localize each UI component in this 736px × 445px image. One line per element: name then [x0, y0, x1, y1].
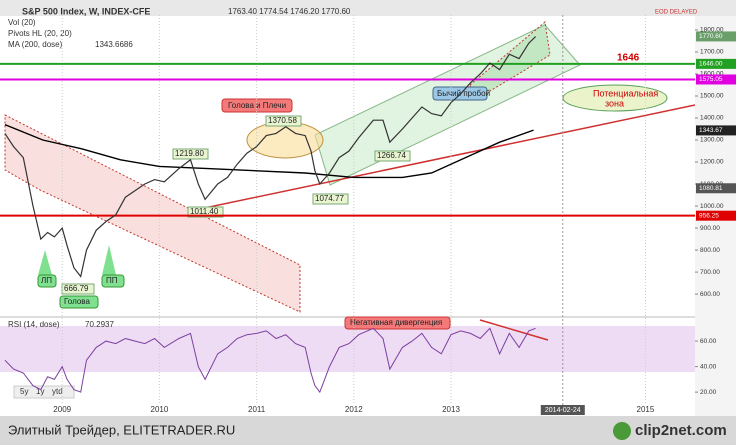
- y-tick-label: 1200.00: [700, 159, 724, 166]
- x-tick-label: 2009: [53, 405, 71, 414]
- y-tick-label: 700.00: [700, 269, 720, 276]
- y-tick-label: 1600.00: [700, 71, 724, 78]
- series-line: [4, 36, 537, 278]
- annotation-box: [312, 193, 349, 205]
- annotation: 666.79: [64, 284, 89, 293]
- status: EOD DELAYED: [655, 10, 698, 16]
- annotation-box: [265, 115, 302, 127]
- price-tag: [696, 58, 736, 69]
- annotation: ЛП: [41, 276, 52, 285]
- x-tick-label: 2015: [637, 405, 655, 414]
- x-tick-label: 2011: [248, 405, 266, 414]
- up-channel: [314, 24, 581, 186]
- y-tick-label: 20.00: [700, 389, 717, 396]
- y-tick-label: 1300.00: [700, 137, 724, 144]
- cursor-label: 2014-02-24: [545, 407, 581, 414]
- toolbar: [0, 0, 736, 16]
- y-tick-label: 600.00: [700, 291, 720, 298]
- price-tag: [696, 210, 736, 221]
- price-tag-label: 1646.00: [699, 61, 723, 68]
- annotation: зона: [605, 98, 624, 108]
- price-tag-label: 1343.67: [699, 127, 723, 134]
- zoom-button[interactable]: 5y: [20, 387, 28, 396]
- annotation-box: [59, 295, 99, 309]
- indicator-label: Vol (20): [8, 18, 36, 27]
- plot-layer: 2009 2010 2011 2012 2013 2015 2014-02-24 1800.0…: [0, 15, 736, 415]
- zoom-button[interactable]: ytd: [52, 387, 63, 396]
- price-tag: [696, 74, 736, 85]
- annotation-box: [172, 148, 209, 160]
- y-tick-label: 1700.00: [700, 49, 724, 56]
- annotation-box: [187, 206, 224, 218]
- annotation-box: [374, 150, 411, 162]
- callout: [38, 250, 52, 275]
- x-tick-label: 2010: [151, 405, 169, 414]
- annotation-box: [344, 316, 451, 330]
- ma-label: MA (200, dose): [8, 40, 63, 49]
- annotation: 1370.58: [268, 116, 297, 125]
- logo: clip2net.com: [635, 422, 727, 439]
- series-line: [4, 327, 536, 394]
- down-channel: [4, 114, 301, 313]
- logo-icon: [613, 422, 631, 440]
- annotation-box: [101, 274, 125, 288]
- ma-value: 1343.6686: [95, 40, 133, 49]
- price-tag-label: 956.25: [699, 212, 719, 219]
- y-tick-label: 1400.00: [700, 115, 724, 122]
- annotation: 1646: [617, 53, 640, 64]
- rsi-label: RSI (14, dose): [8, 320, 60, 329]
- rsi-value: 70.2937: [85, 320, 114, 329]
- annotation: Негативная дивергенция: [350, 318, 442, 327]
- price-tag: [696, 125, 736, 136]
- cursor-box: [540, 405, 585, 415]
- price-tag-label: 1575.05: [699, 76, 723, 83]
- annotation-box: [37, 274, 57, 288]
- callout: [102, 245, 116, 275]
- annotation: 1074.77: [315, 194, 344, 203]
- zone-ellipse: [562, 84, 668, 112]
- y-tick-label: 900.00: [700, 225, 720, 232]
- annotation: 1219.80: [175, 149, 204, 158]
- annotation: 1011.40: [190, 207, 219, 216]
- annotation: Бычий пробой: [437, 89, 490, 98]
- annotation: 1266.74: [377, 151, 406, 160]
- price-tag: [696, 183, 736, 194]
- series-line: [4, 123, 534, 179]
- indicator-label: Pivots HL (20, 20): [8, 29, 72, 38]
- y-tick-label: 1000.00: [700, 203, 724, 210]
- annotation: ПП: [106, 276, 118, 285]
- y-tick-label: 1500.00: [700, 93, 724, 100]
- zoom-bar: [13, 385, 75, 399]
- price-tag-label: 1770.60: [699, 33, 723, 40]
- annotation: Потенциальная: [593, 88, 658, 98]
- rsi-band: [0, 326, 695, 372]
- trend-line: [194, 104, 696, 211]
- footer-caption: Элитный Трейдер, ELITETRADER.RU: [8, 422, 235, 437]
- x-tick-label: 2012: [345, 405, 363, 414]
- x-tick-label: 2013: [442, 405, 460, 414]
- divergence-line: [479, 319, 549, 341]
- y-tick-label: 800.00: [700, 247, 720, 254]
- chart-title: S&P 500 Index, W, INDEX-CFE: [22, 6, 150, 16]
- annotation-box: [432, 86, 488, 101]
- annotation: Голова: [64, 297, 90, 306]
- price-tag: [696, 31, 736, 42]
- y-tick-label: 60.00: [700, 338, 717, 345]
- ohlc: 1763.40 1774.54 1746.20 1770.60: [228, 7, 351, 16]
- y-tick-label: 1800.00: [700, 27, 724, 34]
- zoom-button[interactable]: 1y: [36, 387, 44, 396]
- y-tick-label: 40.00: [700, 363, 717, 370]
- price-tag-label: 1080.81: [699, 185, 723, 192]
